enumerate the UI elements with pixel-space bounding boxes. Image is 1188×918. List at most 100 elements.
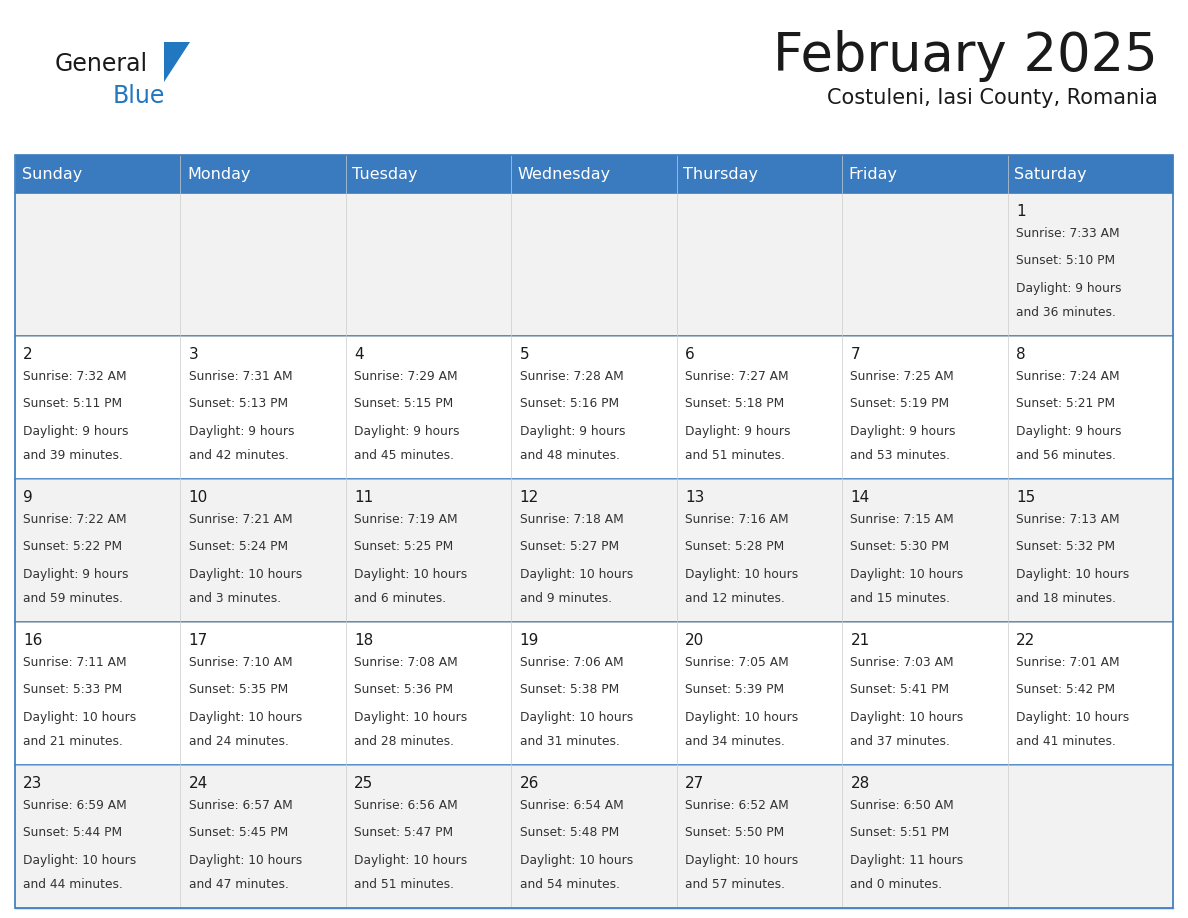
Text: Daylight: 10 hours: Daylight: 10 hours	[1016, 711, 1129, 723]
Text: Daylight: 9 hours: Daylight: 9 hours	[851, 425, 956, 438]
Text: Daylight: 9 hours: Daylight: 9 hours	[24, 425, 128, 438]
Text: Sunset: 5:19 PM: Sunset: 5:19 PM	[851, 397, 949, 410]
Text: Sunset: 5:36 PM: Sunset: 5:36 PM	[354, 684, 454, 697]
Text: Sunset: 5:16 PM: Sunset: 5:16 PM	[519, 397, 619, 410]
Bar	[1007, 622, 1173, 765]
Bar	[15, 622, 181, 765]
Text: and 36 minutes.: and 36 minutes.	[1016, 306, 1116, 319]
Text: Daylight: 10 hours: Daylight: 10 hours	[189, 854, 302, 867]
Text: Costuleni, Iasi County, Romania: Costuleni, Iasi County, Romania	[827, 88, 1158, 108]
Text: Sunrise: 7:31 AM: Sunrise: 7:31 AM	[189, 370, 292, 384]
Text: Sunset: 5:51 PM: Sunset: 5:51 PM	[851, 826, 949, 839]
Text: Daylight: 10 hours: Daylight: 10 hours	[24, 854, 137, 867]
Text: Friday: Friday	[848, 166, 898, 182]
Text: Sunset: 5:50 PM: Sunset: 5:50 PM	[685, 826, 784, 839]
Text: and 56 minutes.: and 56 minutes.	[1016, 449, 1116, 462]
Text: 22: 22	[1016, 633, 1035, 648]
Text: and 18 minutes.: and 18 minutes.	[1016, 592, 1116, 605]
Text: 4: 4	[354, 347, 364, 363]
Text: and 24 minutes.: and 24 minutes.	[189, 735, 289, 748]
Bar	[346, 479, 511, 622]
Text: Daylight: 10 hours: Daylight: 10 hours	[354, 711, 467, 723]
Text: Sunrise: 7:33 AM: Sunrise: 7:33 AM	[1016, 228, 1119, 241]
Text: 8: 8	[1016, 347, 1025, 363]
Text: and 39 minutes.: and 39 minutes.	[24, 449, 124, 462]
Bar	[15, 193, 181, 336]
Bar	[842, 479, 1007, 622]
Text: and 15 minutes.: and 15 minutes.	[851, 592, 950, 605]
Bar	[15, 765, 181, 908]
Text: Monday: Monday	[187, 166, 251, 182]
Text: and 0 minutes.: and 0 minutes.	[851, 878, 942, 891]
Text: and 51 minutes.: and 51 minutes.	[685, 449, 785, 462]
Bar	[181, 479, 346, 622]
Text: 1: 1	[1016, 205, 1025, 219]
Text: 20: 20	[685, 633, 704, 648]
Text: Sunset: 5:42 PM: Sunset: 5:42 PM	[1016, 684, 1116, 697]
Text: Saturday: Saturday	[1015, 166, 1087, 182]
Bar	[842, 336, 1007, 479]
Text: Sunrise: 7:29 AM: Sunrise: 7:29 AM	[354, 370, 457, 384]
Bar	[1007, 765, 1173, 908]
Bar	[181, 193, 346, 336]
Text: 7: 7	[851, 347, 860, 363]
Text: 19: 19	[519, 633, 539, 648]
Bar	[511, 336, 677, 479]
Bar	[181, 336, 346, 479]
Text: and 44 minutes.: and 44 minutes.	[24, 878, 124, 891]
Text: Sunrise: 6:57 AM: Sunrise: 6:57 AM	[189, 800, 292, 812]
Text: Sunset: 5:47 PM: Sunset: 5:47 PM	[354, 826, 454, 839]
Text: Sunset: 5:30 PM: Sunset: 5:30 PM	[851, 541, 949, 554]
Text: 10: 10	[189, 490, 208, 506]
Bar	[677, 336, 842, 479]
Text: Sunrise: 7:32 AM: Sunrise: 7:32 AM	[24, 370, 127, 384]
Bar	[842, 193, 1007, 336]
Text: Sunset: 5:18 PM: Sunset: 5:18 PM	[685, 397, 784, 410]
Text: Daylight: 10 hours: Daylight: 10 hours	[519, 711, 633, 723]
Text: Sunrise: 7:25 AM: Sunrise: 7:25 AM	[851, 370, 954, 384]
Text: Sunset: 5:13 PM: Sunset: 5:13 PM	[189, 397, 287, 410]
Text: Daylight: 10 hours: Daylight: 10 hours	[189, 711, 302, 723]
Text: Daylight: 9 hours: Daylight: 9 hours	[519, 425, 625, 438]
Text: Sunset: 5:38 PM: Sunset: 5:38 PM	[519, 684, 619, 697]
Bar	[511, 622, 677, 765]
Text: Sunset: 5:33 PM: Sunset: 5:33 PM	[24, 684, 122, 697]
Text: Sunset: 5:11 PM: Sunset: 5:11 PM	[24, 397, 122, 410]
Text: Daylight: 10 hours: Daylight: 10 hours	[685, 711, 798, 723]
Text: Sunset: 5:22 PM: Sunset: 5:22 PM	[24, 541, 122, 554]
Text: 14: 14	[851, 490, 870, 506]
Text: Daylight: 9 hours: Daylight: 9 hours	[685, 425, 790, 438]
Bar	[346, 193, 511, 336]
Text: Daylight: 9 hours: Daylight: 9 hours	[1016, 282, 1121, 295]
Text: 26: 26	[519, 777, 539, 791]
Text: 21: 21	[851, 633, 870, 648]
Bar	[677, 622, 842, 765]
Text: Sunset: 5:32 PM: Sunset: 5:32 PM	[1016, 541, 1116, 554]
Bar	[15, 479, 181, 622]
Text: 9: 9	[24, 490, 33, 506]
Text: Sunset: 5:10 PM: Sunset: 5:10 PM	[1016, 254, 1116, 267]
Text: 2: 2	[24, 347, 33, 363]
Bar	[181, 622, 346, 765]
Text: and 48 minutes.: and 48 minutes.	[519, 449, 620, 462]
Text: Sunrise: 7:18 AM: Sunrise: 7:18 AM	[519, 513, 624, 526]
Text: Sunrise: 7:03 AM: Sunrise: 7:03 AM	[851, 656, 954, 669]
Text: Daylight: 10 hours: Daylight: 10 hours	[354, 854, 467, 867]
Text: and 9 minutes.: and 9 minutes.	[519, 592, 612, 605]
Bar	[511, 193, 677, 336]
Text: Sunrise: 7:01 AM: Sunrise: 7:01 AM	[1016, 656, 1119, 669]
Bar	[677, 479, 842, 622]
Text: Sunrise: 7:19 AM: Sunrise: 7:19 AM	[354, 513, 457, 526]
Text: Sunrise: 7:22 AM: Sunrise: 7:22 AM	[24, 513, 127, 526]
Text: Daylight: 10 hours: Daylight: 10 hours	[851, 711, 963, 723]
Text: Sunset: 5:24 PM: Sunset: 5:24 PM	[189, 541, 287, 554]
Bar	[181, 765, 346, 908]
Text: and 31 minutes.: and 31 minutes.	[519, 735, 619, 748]
Text: and 45 minutes.: and 45 minutes.	[354, 449, 454, 462]
Text: Sunset: 5:48 PM: Sunset: 5:48 PM	[519, 826, 619, 839]
Text: Blue: Blue	[113, 84, 165, 108]
Text: 24: 24	[189, 777, 208, 791]
Text: Sunset: 5:25 PM: Sunset: 5:25 PM	[354, 541, 454, 554]
Text: Sunrise: 7:28 AM: Sunrise: 7:28 AM	[519, 370, 624, 384]
Text: Sunset: 5:35 PM: Sunset: 5:35 PM	[189, 684, 287, 697]
